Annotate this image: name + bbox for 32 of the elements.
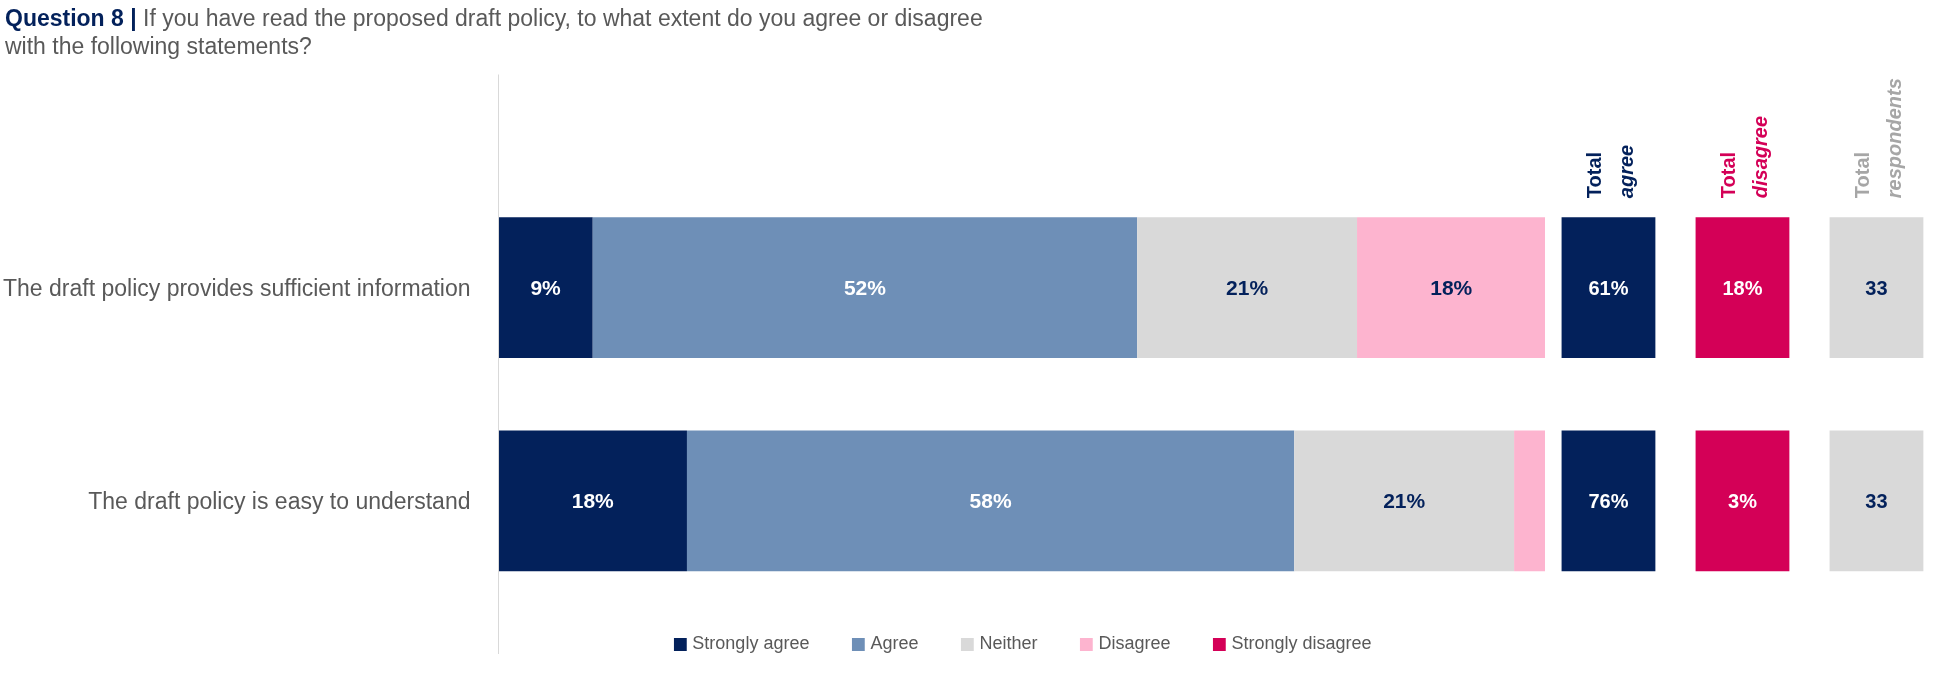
data-label: 21%: [1383, 489, 1426, 513]
data-label: 58%: [969, 489, 1012, 513]
data-label: 52%: [843, 276, 887, 300]
text: 3%: [1728, 489, 1757, 512]
y-tick-label: The draft policy provides sufficient information: [3, 274, 471, 301]
bar: [498, 430, 687, 572]
y-tick-label: The draft policy is easy to understand: [88, 487, 471, 514]
text: 33: [1865, 276, 1888, 299]
legend-label: Strongly disagree: [1231, 633, 1372, 654]
data-label: 9%: [530, 276, 562, 300]
bar: [1137, 217, 1358, 359]
text: Total disagree: [1716, 115, 1771, 199]
bar: [686, 430, 1295, 572]
data-label: 21%: [1226, 276, 1269, 300]
text: 33: [1865, 489, 1888, 512]
chart-title: Question 8 | If you have read the proposed draft policy, to what extent do you agree or disagree with the following statements?: [5, 5, 984, 61]
text: 18%: [1722, 276, 1763, 299]
legend-label: Agree: [870, 633, 919, 654]
text: 61%: [1588, 276, 1629, 299]
legend-label: Neither: [979, 633, 1038, 654]
bar: [498, 217, 593, 359]
bar: [1357, 217, 1545, 359]
bar: [1514, 430, 1545, 572]
data-label: 18%: [571, 489, 615, 513]
text: Total agree: [1582, 144, 1637, 199]
bar: [1294, 430, 1515, 572]
legend-label: Strongly agree: [692, 633, 810, 654]
text: 76%: [1588, 489, 1629, 512]
text: Total respondents: [1850, 78, 1905, 199]
legend-label: Disagree: [1098, 633, 1171, 654]
data-label: 18%: [1430, 276, 1473, 300]
bar: [592, 217, 1138, 359]
